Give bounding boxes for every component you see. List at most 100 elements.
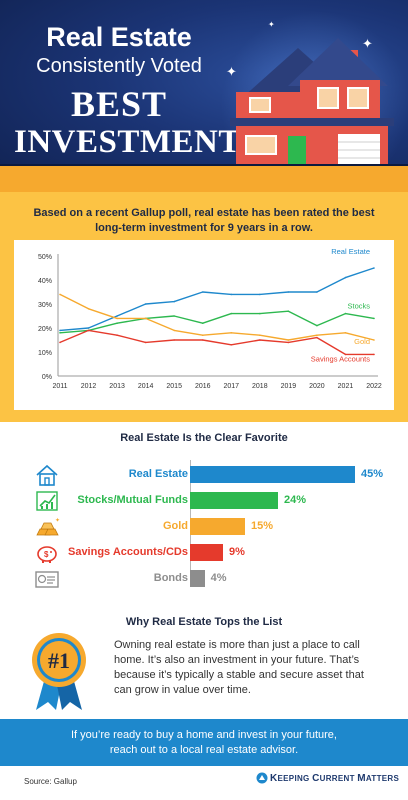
data-point-gold — [116, 317, 118, 320]
favorites-title: Real Estate Is the Clear Favorite — [120, 432, 288, 444]
data-point-gold — [259, 334, 261, 336]
number-one-ribbon-icon: #1 — [32, 633, 86, 710]
bar-row: Bonds 4% — [0, 569, 408, 589]
bar-category-label: Real Estate — [128, 468, 188, 480]
bar — [190, 466, 355, 483]
bar-row: Real Estate 45% — [0, 463, 408, 487]
data-point-savings-accounts — [116, 334, 118, 336]
bar — [190, 518, 245, 535]
data-point-savings-accounts — [344, 353, 347, 356]
y-tick-label: 40% — [38, 278, 52, 285]
y-tick-label: 0% — [42, 374, 52, 381]
data-point-stocks — [59, 332, 61, 334]
bar-value-label: 9% — [229, 546, 245, 558]
y-tick-label: 10% — [38, 350, 52, 357]
data-point-stocks — [344, 312, 347, 315]
bond-certificate-icon — [34, 567, 60, 591]
data-point-real-estate — [144, 303, 147, 305]
data-point-savings-accounts — [144, 341, 147, 344]
data-point-savings-accounts — [201, 339, 204, 341]
bar — [190, 544, 223, 561]
data-point-savings-accounts — [316, 336, 318, 339]
data-point-savings-accounts — [259, 339, 261, 341]
data-point-stocks — [201, 322, 204, 324]
data-point-gold — [287, 339, 290, 341]
sparkle-icon: ✦ — [268, 20, 275, 29]
data-point-real-estate — [344, 276, 347, 279]
data-point-savings-accounts — [230, 344, 233, 346]
x-tick-label: 2016 — [195, 383, 211, 390]
y-tick-label: 30% — [38, 302, 52, 309]
series-line-gold — [59, 293, 375, 341]
bar-row: $ Savings Accounts/CDs 9% — [0, 543, 408, 563]
series-label-gold: Gold — [354, 337, 370, 346]
data-point-real-estate — [59, 329, 61, 332]
hero-title-line4: INVESTMENT — [14, 124, 241, 160]
why-title: Why Real Estate Tops the List — [125, 616, 283, 628]
bar-category-label: Stocks/Mutual Funds — [77, 494, 188, 506]
data-point-gold — [173, 329, 175, 332]
x-tick-label: 2018 — [252, 383, 268, 390]
data-point-gold — [230, 332, 233, 334]
data-point-real-estate — [259, 293, 261, 296]
bar-value-label: 4% — [210, 572, 227, 584]
data-point-stocks — [230, 312, 233, 315]
data-point-stocks — [373, 317, 375, 320]
data-point-gold — [59, 293, 61, 296]
x-tick-label: 2017 — [223, 383, 239, 390]
data-point-real-estate — [116, 315, 118, 317]
hero-title: Real Estate Consistently Voted BEST INVE… — [14, 22, 241, 160]
sparkle-icon: ✦ — [362, 36, 373, 51]
x-tick-label: 2012 — [81, 383, 97, 390]
data-point-real-estate — [201, 291, 204, 293]
poll-section: Based on a recent Gallup poll, real esta… — [0, 192, 408, 422]
bar-value-label: 15% — [251, 520, 274, 532]
x-tick-label: 2019 — [281, 383, 297, 390]
bar-row: Stocks/Mutual Funds 24% — [0, 491, 408, 511]
house-icon — [230, 38, 394, 166]
data-point-stocks — [116, 322, 118, 324]
svg-text:✦: ✦ — [55, 517, 60, 524]
ribbon-badge-text: #1 — [48, 648, 70, 673]
series-line-real-estate — [59, 267, 375, 332]
bar-value-label: 45% — [361, 468, 384, 480]
why-text: Owning real estate is more than just a p… — [114, 639, 364, 696]
data-point-savings-accounts — [373, 353, 375, 356]
series-line-savings-accounts — [59, 329, 374, 356]
hero-title-line2: Consistently Voted — [36, 55, 202, 77]
series-line-stocks — [59, 310, 375, 334]
data-point-real-estate — [287, 291, 290, 293]
bar-value-label: 24% — [284, 494, 307, 506]
x-tick-label: 2021 — [338, 383, 354, 390]
data-point-gold — [87, 308, 90, 310]
data-point-gold — [373, 339, 375, 341]
sparkle-icon: ✦ — [226, 64, 237, 79]
data-point-stocks — [316, 324, 318, 327]
gold-bars-icon: ✦ — [34, 515, 60, 539]
x-tick-label: 2011 — [52, 383, 67, 390]
x-tick-label: 2013 — [109, 383, 125, 390]
hero-floor — [0, 166, 408, 192]
house-icon — [34, 463, 60, 487]
data-point-stocks — [259, 312, 261, 315]
data-point-gold — [144, 317, 147, 320]
svg-text:$: $ — [44, 550, 49, 559]
bar-category-label: Savings Accounts/CDs — [67, 546, 188, 558]
brand-name: KEEPING CURRENT MATTERS — [270, 773, 400, 784]
series-label-savings-accounts: Savings Accounts — [311, 354, 370, 363]
y-tick-label: 50% — [38, 254, 52, 261]
kcm-logo-icon — [256, 772, 268, 784]
source-note: Source: Gallup — [24, 777, 77, 786]
data-point-real-estate — [316, 291, 318, 293]
data-point-gold — [344, 332, 347, 334]
data-point-savings-accounts — [173, 339, 175, 341]
data-point-stocks — [173, 315, 175, 317]
bar-category-label: Bonds — [153, 572, 188, 584]
intro-text: Based on a recent Gallup poll, real esta… — [33, 207, 375, 234]
data-point-real-estate — [173, 300, 175, 303]
stock-chart-icon — [34, 489, 60, 513]
bar — [190, 492, 278, 509]
data-point-real-estate — [373, 267, 375, 269]
data-point-gold — [316, 334, 318, 336]
x-tick-label: 2022 — [366, 383, 382, 390]
